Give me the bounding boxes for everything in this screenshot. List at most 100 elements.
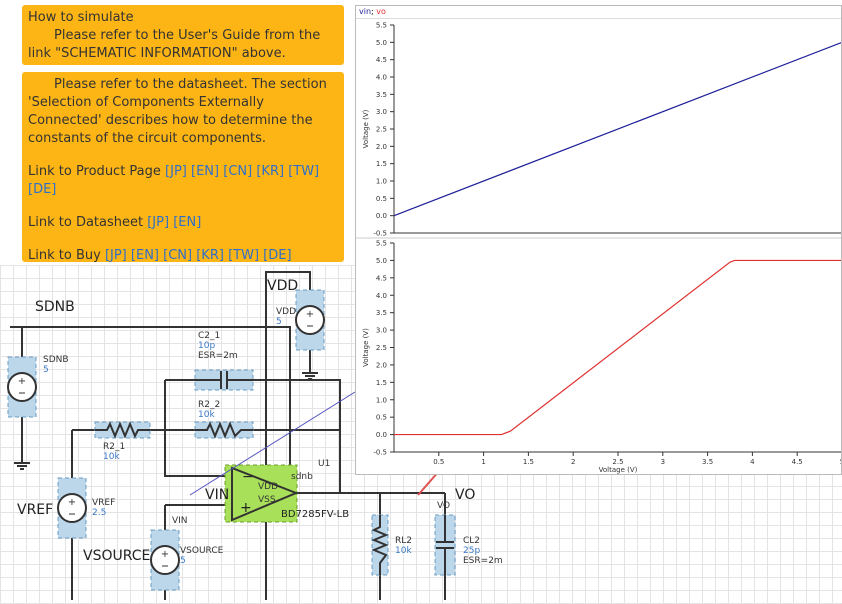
link-label: Link to Product Page [28, 164, 161, 179]
note-components: Please refer to the datasheet. The secti… [22, 72, 344, 265]
wire [195, 421, 253, 439]
label: sdnb [291, 472, 313, 482]
y-tick-label: 4.0 [376, 292, 387, 300]
y-tick-label: 1.5 [376, 379, 387, 387]
x-tick-label: 2.5 [612, 458, 623, 466]
wire [10, 326, 291, 474]
x-tick-label: 0.5 [433, 458, 444, 466]
label: VDD [267, 278, 298, 294]
y-axis-label: Voltage (V) [362, 109, 370, 148]
sign: + [18, 376, 26, 387]
y-tick-label: 5.0 [376, 39, 387, 47]
label: 10p [198, 341, 215, 351]
probe [189, 391, 356, 496]
link[interactable]: [TW] [228, 248, 260, 263]
label: SDNB [35, 299, 75, 315]
x-tick-label: 3 [661, 458, 665, 466]
link[interactable]: [DE] [263, 248, 292, 263]
label: VDD [258, 482, 278, 492]
link[interactable]: [JP] [104, 248, 127, 263]
label: ESR=2m [198, 351, 238, 361]
y-tick-label: 3.0 [376, 327, 387, 335]
link[interactable]: [DE] [28, 182, 57, 197]
series-line [393, 42, 841, 217]
source [295, 305, 325, 335]
link[interactable]: [JP] [165, 164, 187, 179]
label: VO [437, 501, 450, 511]
label: 10k [198, 410, 215, 420]
charts: -0.5 0.0 0.5 1.0 1.5 2.0 2.5 3.0 3.5 4.0 4.5 5.0 5.5… [356, 22, 841, 474]
wire [371, 515, 389, 575]
link[interactable]: [TW] [288, 164, 320, 179]
link[interactable]: [CN] [163, 248, 193, 263]
y-tick-label: 3.0 [376, 108, 387, 116]
label: C2_1 [198, 331, 220, 341]
link[interactable]: [EN] [191, 164, 220, 179]
y-tick-label: 5.5 [376, 240, 387, 248]
y-tick-label: -0.5 [373, 449, 387, 457]
link[interactable]: [KR] [196, 248, 224, 263]
x-tick-label: 4.5 [792, 458, 803, 466]
label: RL2 [395, 536, 412, 546]
source [57, 493, 87, 523]
link[interactable]: [EN] [173, 215, 202, 230]
source [7, 372, 37, 402]
label: 5 [276, 317, 282, 327]
link-row: Link to Datasheet [JP] [EN] [28, 214, 338, 232]
note-simulate: How to simulate Please refer to the User… [22, 5, 344, 65]
link[interactable]: [KR] [256, 164, 285, 179]
note-title: How to simulate [28, 10, 134, 25]
link-label: Link to Buy [28, 248, 101, 263]
label: + [240, 500, 252, 516]
label: VIN [205, 487, 229, 503]
label: − [242, 469, 254, 485]
y-tick-label: 2.0 [376, 361, 387, 369]
sign: + [161, 549, 169, 560]
link-row: Link to Buy [JP] [EN] [CN] [KR] [TW] [DE… [28, 247, 338, 265]
link[interactable]: [JP] [147, 215, 170, 230]
y-tick-label: -0.5 [373, 230, 387, 238]
sign: + [306, 309, 314, 320]
label: R2_2 [198, 400, 220, 410]
y-tick-label: 0.5 [376, 414, 387, 422]
link-label: Link to Datasheet [28, 215, 144, 230]
y-tick-label: 1.0 [376, 396, 387, 404]
y-tick-label: 0.0 [376, 212, 387, 220]
label: SDNB [43, 355, 69, 365]
y-axis-label: Voltage (V) [362, 328, 370, 367]
x-tick-label: 4 [750, 458, 755, 466]
wire [164, 380, 230, 477]
label: 10k [395, 546, 412, 556]
series-line [394, 259, 841, 436]
label: VIN [172, 516, 188, 526]
x-tick-label: 2 [571, 458, 575, 466]
part-box [194, 369, 254, 391]
part-number: BD7285FV-LB [281, 509, 349, 520]
y-tick-label: 5.5 [376, 22, 387, 30]
link[interactable]: [CN] [223, 164, 253, 179]
label: VSS [258, 495, 276, 505]
opamp-box [224, 464, 298, 523]
sign: + [68, 497, 76, 508]
label: 5 [180, 556, 186, 566]
wire [253, 379, 341, 493]
label: R2_1 [103, 442, 125, 452]
chart-panel: vin; vo -0.5 0.0 0.5 1.0 1.5 2.0 2.5 3.0 3.5 4.0 4… [355, 5, 842, 475]
link[interactable]: [EN] [130, 248, 159, 263]
y-tick-label: 2.0 [376, 143, 387, 151]
wire [265, 271, 311, 600]
label: VREF [92, 498, 115, 508]
series-name: vo [376, 7, 386, 16]
x-tick-label: 1 [481, 458, 485, 466]
label: 5 [43, 365, 49, 375]
y-tick-label: 4.0 [376, 74, 387, 82]
y-tick-label: 5.0 [376, 257, 387, 265]
label: U1 [318, 459, 330, 469]
label: CL2 [463, 536, 480, 546]
x-tick-label: 1.5 [523, 458, 534, 466]
label: VSOURCE [180, 546, 224, 556]
note-body: Please refer to the datasheet. The secti… [28, 77, 327, 146]
